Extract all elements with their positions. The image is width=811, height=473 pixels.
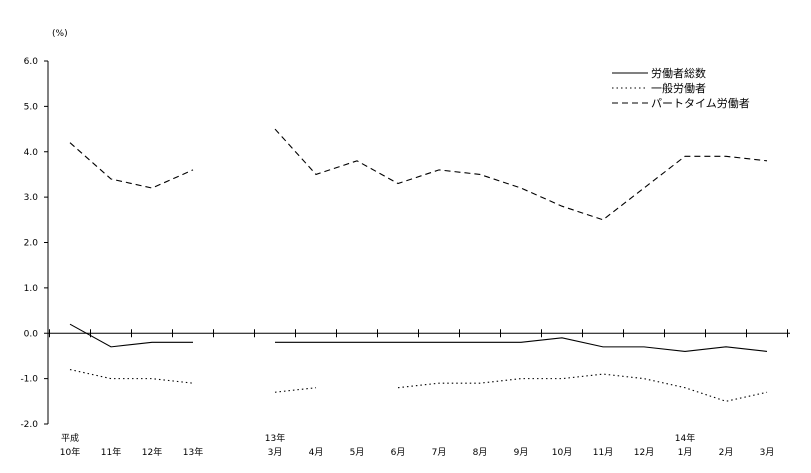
y-tick-label: 0.0 bbox=[24, 329, 39, 339]
y-tick-label: 2.0 bbox=[24, 239, 39, 249]
x-tick-label: 12月 bbox=[634, 447, 654, 458]
y-ticks: 6.0 5.0 4.0 3.0 2.0 1.0 0.0 -1.0 -2.0 bbox=[20, 57, 48, 430]
series-lines bbox=[69, 128, 768, 402]
x-tick-label: 6月 bbox=[391, 447, 406, 458]
x-tick-label: 5月 bbox=[350, 447, 365, 458]
y-tick-label: -2.0 bbox=[20, 420, 38, 430]
x-tick-label-top: 13年 bbox=[265, 432, 285, 444]
x-tick-label: 11年 bbox=[101, 446, 121, 458]
x-tick-label: 10月 bbox=[552, 447, 572, 458]
x-tick-label: 4月 bbox=[309, 447, 324, 458]
legend-label: パートタイム労働者 bbox=[651, 96, 750, 110]
series-line-3 bbox=[69, 142, 194, 189]
x-tick-label: 2月 bbox=[719, 447, 734, 458]
series-line-2 bbox=[274, 387, 317, 393]
x-tick-label-top: 14年 bbox=[675, 432, 695, 444]
x-tick-label: 12年 bbox=[142, 446, 162, 458]
y-tick-label: 3.0 bbox=[24, 193, 39, 203]
y-axis-unit-label: (%) bbox=[52, 29, 68, 39]
x-tick-label-top: 平成 bbox=[61, 432, 79, 444]
x-tick-labels: 平成 10年 11年 12年 13年 13年 3月 4月 5月 6月 7月 8月 9月 10月 11月 12月… bbox=[60, 432, 775, 458]
x-tick-label: 7月 bbox=[432, 447, 447, 458]
x-tick-label: 3月 bbox=[268, 447, 283, 458]
x-tick-label: 1月 bbox=[678, 447, 693, 458]
series-line-2 bbox=[397, 373, 768, 402]
x-tick-label: 13年 bbox=[183, 446, 203, 458]
series-line-3 bbox=[274, 128, 768, 221]
y-tick-label: 6.0 bbox=[24, 57, 39, 67]
legend-label: 一般労働者 bbox=[651, 81, 706, 95]
legend-label: 労働者総数 bbox=[651, 66, 706, 80]
axes bbox=[47, 61, 790, 424]
y-tick-label: 5.0 bbox=[24, 102, 39, 112]
y-tick-label: -1.0 bbox=[20, 375, 38, 385]
series-line-1 bbox=[69, 323, 193, 348]
series-line-1 bbox=[275, 337, 768, 352]
x-tick-label: 3月 bbox=[760, 447, 775, 458]
series-line-2 bbox=[69, 369, 194, 384]
x-tick-label: 11月 bbox=[593, 447, 613, 458]
x-tick-label: 9月 bbox=[514, 447, 529, 458]
y-tick-label: 4.0 bbox=[24, 148, 39, 158]
x-tick-label: 8月 bbox=[473, 447, 488, 458]
y-tick-label: 1.0 bbox=[24, 284, 39, 294]
x-tick-label: 10年 bbox=[60, 446, 80, 458]
